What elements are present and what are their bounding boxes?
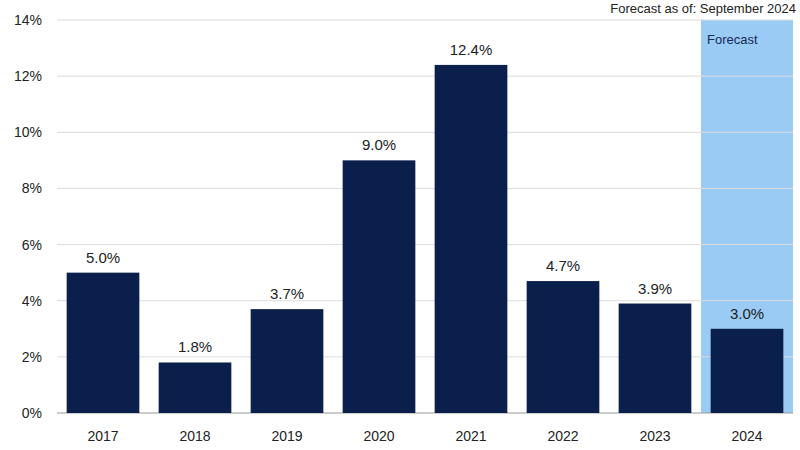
data-label: 1.8% bbox=[178, 338, 212, 355]
y-tick-label: 0% bbox=[22, 405, 42, 421]
grid-line bbox=[57, 132, 793, 133]
y-tick-label: 14% bbox=[14, 12, 42, 28]
bar bbox=[527, 281, 600, 413]
x-tick-label: 2024 bbox=[731, 428, 762, 444]
grid-line bbox=[57, 76, 793, 77]
x-tick-label: 2023 bbox=[639, 428, 670, 444]
y-tick-label: 10% bbox=[14, 124, 42, 140]
data-label: 9.0% bbox=[362, 136, 396, 153]
bar bbox=[619, 304, 692, 413]
x-tick-label: 2020 bbox=[363, 428, 394, 444]
y-tick-label: 12% bbox=[14, 68, 42, 84]
forecast-band bbox=[701, 20, 793, 413]
grid-line bbox=[57, 244, 793, 245]
bars bbox=[67, 65, 784, 413]
x-tick-label: 2019 bbox=[271, 428, 302, 444]
annotation-text: Forecast bbox=[707, 32, 758, 47]
data-label: 5.0% bbox=[86, 249, 120, 266]
data-label: 3.0% bbox=[730, 305, 764, 322]
y-tick-label: 4% bbox=[22, 293, 42, 309]
x-tick-label: 2022 bbox=[547, 428, 578, 444]
bar bbox=[67, 273, 140, 413]
bar bbox=[251, 309, 324, 413]
data-label: 3.9% bbox=[638, 280, 672, 297]
bar bbox=[159, 362, 232, 413]
x-tick-label: 2017 bbox=[87, 428, 118, 444]
x-tick-label: 2021 bbox=[455, 428, 486, 444]
y-tick-label: 8% bbox=[22, 180, 42, 196]
grid-line bbox=[57, 188, 793, 189]
bar bbox=[343, 160, 416, 413]
x-tick-label: 2018 bbox=[179, 428, 210, 444]
data-label: 4.7% bbox=[546, 257, 580, 274]
chart-container: 0% 2% 4% 6% 8% 10% 12% 14% 5.0% 1.8% 3.7% 9.0% 12.4%… bbox=[0, 0, 800, 450]
data-label: 3.7% bbox=[270, 285, 304, 302]
bar bbox=[711, 329, 784, 413]
y-axis-line bbox=[57, 20, 58, 413]
chart: 0% 2% 4% 6% 8% 10% 12% 14% 5.0% 1.8% 3.7% 9.0% 12.4%… bbox=[0, 0, 800, 450]
bar bbox=[435, 65, 508, 413]
y-tick-label: 6% bbox=[22, 237, 42, 253]
grid-line bbox=[57, 20, 793, 21]
subtitle: Forecast as of: September 2024 bbox=[610, 1, 796, 16]
y-tick-label: 2% bbox=[22, 349, 42, 365]
grid-line bbox=[57, 300, 793, 301]
data-label: 12.4% bbox=[450, 41, 493, 58]
